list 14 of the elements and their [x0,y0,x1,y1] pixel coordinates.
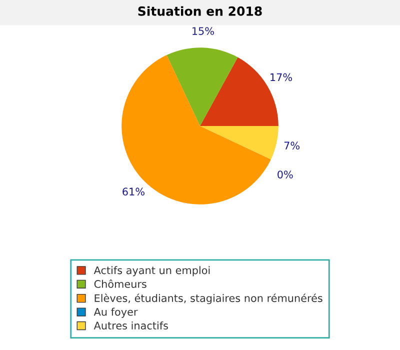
data-label: 7% [284,142,300,150]
pie-slice [200,126,278,160]
data-label: 15% [192,27,214,35]
chart-title: Situation en 2018 [138,6,262,16]
legend-label: Au foyer [94,308,138,318]
legend-label: Autres inactifs [94,321,168,330]
text: 0% [278,170,293,178]
pie-slice [122,55,271,204]
legend-label: Chômeurs [94,279,146,288]
data-label: 17% [270,73,292,82]
legend-label: Actifs ayant un emploi [94,266,210,276]
data-label: 61% [122,188,144,196]
legend-label: Elèves, étudiants, stagiaires non rémunérés [94,294,322,304]
pie-slice [166,48,238,126]
